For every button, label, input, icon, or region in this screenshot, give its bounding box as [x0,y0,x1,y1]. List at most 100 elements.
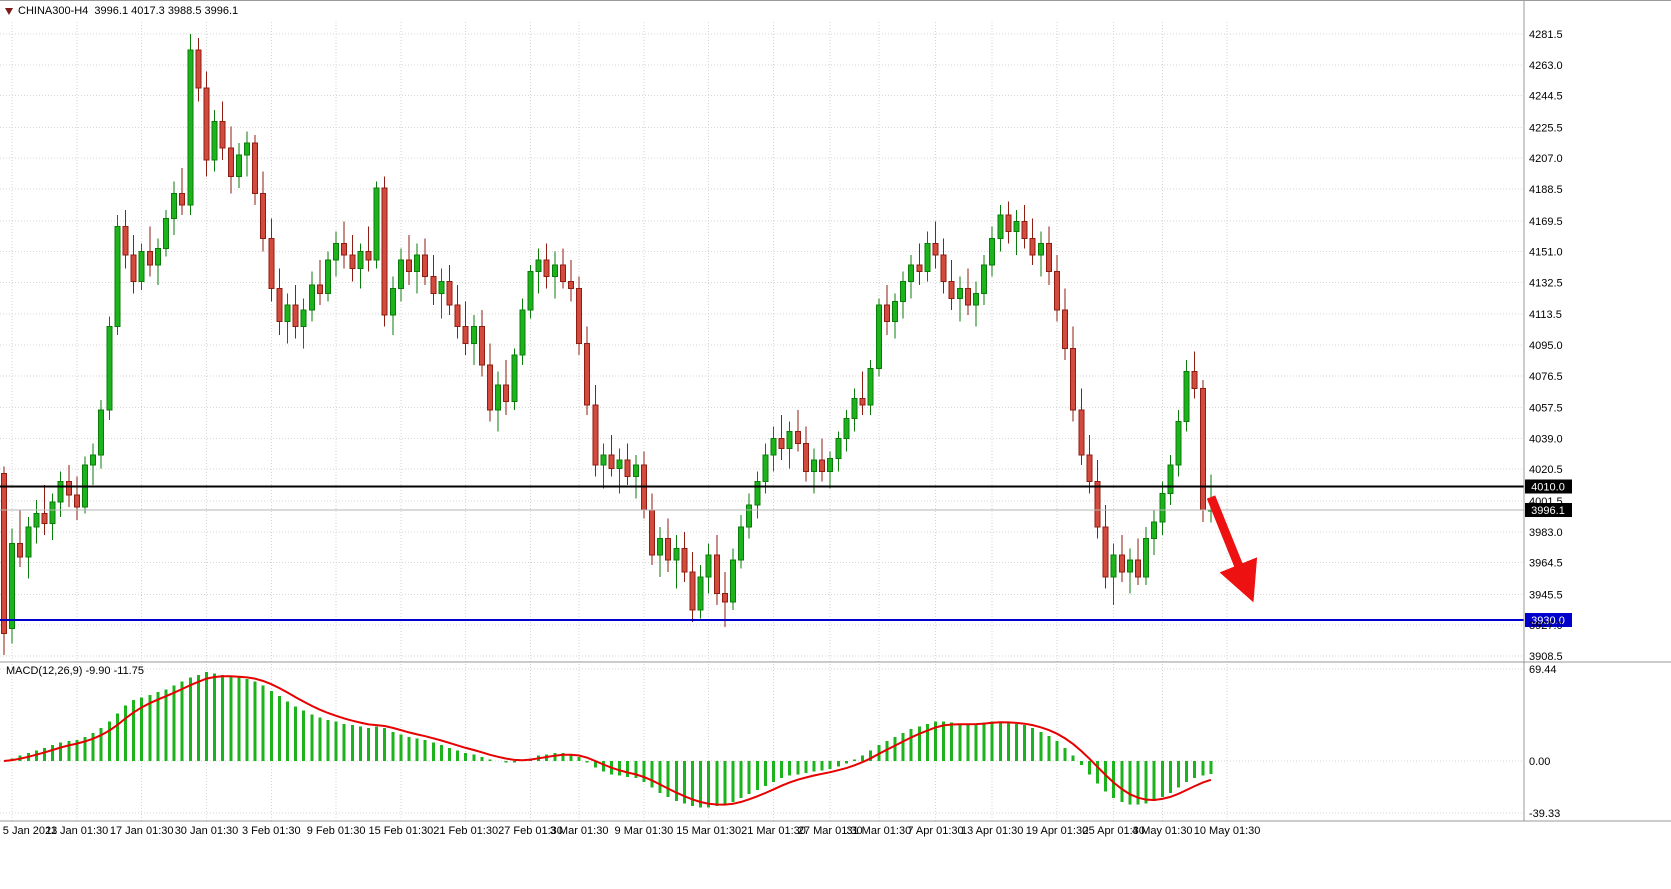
bull-candle [551,264,558,278]
time-axis-label: 30 Jan 01:30 [175,825,239,837]
time-axis-label: 9 Feb 01:30 [307,825,366,837]
svg-text:4010.0: 4010.0 [1531,482,1565,494]
bear-candle [462,326,469,344]
bear-candle [859,397,866,406]
bear-candle [478,326,485,366]
bear-candle [406,259,412,273]
bull-candle [657,537,664,556]
bear-candle [73,494,80,508]
bear-candle [219,121,226,149]
bear-candle [1045,242,1052,273]
time-axis-label: 25 Apr 01:30 [1083,825,1145,837]
bear-candle [883,304,890,323]
bull-candle [811,459,817,473]
bear-candle [1086,454,1093,483]
bull-candle [9,542,16,629]
price-tag: 3930.0 [1525,613,1572,628]
bear-candle [276,287,283,323]
time-axis-label: 15 Mar 01:30 [676,825,741,837]
bull-candle [981,264,988,294]
bull-candle [1159,492,1166,523]
bull-candle [851,397,858,419]
bear-candle [568,281,574,289]
bear-candle [1191,371,1198,389]
price-axis-label: 4057.5 [1529,403,1563,415]
bull-candle [1183,371,1190,423]
bear-candle [1135,559,1141,578]
bull-candle [211,121,218,161]
bull-candle [397,259,404,289]
bull-candle [762,454,769,483]
time-axis-label: 11 Jan 01:30 [46,825,109,837]
bear-candle [65,481,72,496]
bear-candle [41,512,48,524]
bear-candle [227,147,234,178]
bear-candle [592,404,599,466]
bear-candle [122,226,129,256]
price-axis[interactable]: 4281.5 4263.0 4244.5 4225.5 4207.0 4188.5 4169… [1529,29,1563,820]
bull-candle [770,437,777,456]
bull-candle [1126,559,1133,573]
bull-candle [908,264,915,283]
bull-candle [697,576,704,611]
grid-layer [0,22,1524,821]
time-axis-label: 3 Feb 01:30 [242,825,301,837]
bull-candle [673,547,680,561]
price-axis-label: 3908.5 [1529,651,1563,663]
bull-candle [57,481,64,503]
macd-axis-label: -39.33 [1529,808,1560,820]
bear-candle [203,87,210,161]
bear-candle [454,304,461,328]
bear-candle [559,264,566,283]
bear-candle [1102,526,1109,578]
bull-candle [373,187,380,261]
bull-candle [438,281,445,294]
bear-candle [381,187,388,316]
bear-candle [802,442,809,473]
bull-candle [154,247,161,266]
bull-candle [357,251,364,269]
bull-candle [924,242,931,273]
time-axis-label: 7 Apr 01:30 [907,825,963,837]
price-axis-label: 4076.5 [1529,371,1563,383]
bear-candle [17,542,24,558]
bear-candle [1062,309,1069,349]
bull-candle [389,287,396,316]
time-axis-label: 9 Mar 01:30 [615,825,674,837]
price-axis-label: 3945.5 [1529,589,1563,601]
time-axis-label: 3 Mar 01:30 [550,825,609,837]
time-axis-label: 17 Jan 01:30 [110,825,174,837]
price-axis-label: 3964.5 [1529,558,1563,570]
time-axis-label: 21 Feb 01:30 [433,825,498,837]
bull-candle [875,304,882,369]
bull-candle [1013,221,1020,233]
bull-candle [138,251,145,283]
bull-candle [325,259,331,294]
objects-layer[interactable]: 4010.0 3930.0 3996.1 [0,479,1572,628]
bear-candle [1021,221,1028,239]
sell-arrow[interactable] [1206,495,1258,603]
price-axis-label: 4132.5 [1529,277,1563,289]
price-axis-label: 4020.5 [1529,464,1563,476]
bear-candle [1054,271,1060,311]
bull-candle [1110,554,1117,578]
bull-candle [33,512,40,528]
symbol-marker-icon [5,7,13,15]
bear-candle [649,509,655,556]
bull-candle [114,226,121,328]
bear-candle [916,264,923,273]
bull-candle [98,409,105,456]
price-axis-label: 4188.5 [1529,184,1563,196]
bull-candle [25,526,32,558]
price-axis-label: 4281.5 [1529,29,1563,41]
price-tag: 3996.1 [1525,502,1572,517]
price-axis-label: 4151.0 [1529,247,1563,259]
svg-text:3996.1: 3996.1 [1531,505,1565,517]
time-axis-label: 5 Jan 2023 [3,825,57,837]
bull-candle [235,154,242,178]
price-tag: 4010.0 [1525,479,1572,494]
bull-candle [835,437,842,459]
price-axis-label: 4244.5 [1529,91,1563,103]
